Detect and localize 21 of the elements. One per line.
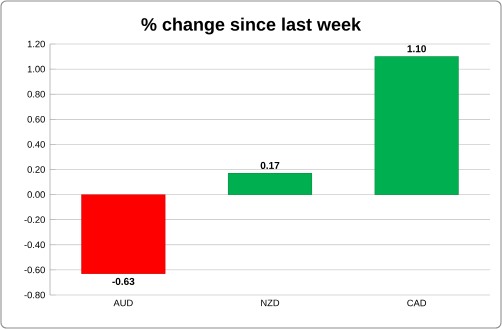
x-tick-label: CAD: [407, 300, 426, 306]
bar: [374, 56, 459, 195]
data-label: 0.17: [260, 162, 280, 170]
y-tick-label: 0.80: [27, 90, 45, 98]
y-tick-label: 0.40: [27, 141, 45, 148]
y-tick-label: 0.00: [27, 191, 45, 198]
x-tick-label: NZD: [261, 300, 280, 306]
y-tick-label: -0.60: [24, 266, 45, 274]
y-tick-label: -0.20: [24, 216, 45, 223]
data-label: 1.10: [408, 45, 426, 52]
bar: [228, 172, 312, 195]
y-tick-label: 0.20: [27, 166, 45, 173]
data-label: -0.63: [112, 278, 134, 286]
x-tick-label: AUD: [114, 300, 133, 306]
y-tick-label: 1.00: [28, 66, 45, 72]
y-tick-label: 0.60: [27, 116, 45, 123]
bar: [81, 194, 166, 274]
y-tick-label: -0.80: [24, 292, 45, 298]
chart-title: % change since last week: [141, 18, 362, 34]
y-tick-label: 1.20: [28, 40, 45, 48]
y-tick-label: -0.40: [24, 242, 45, 248]
